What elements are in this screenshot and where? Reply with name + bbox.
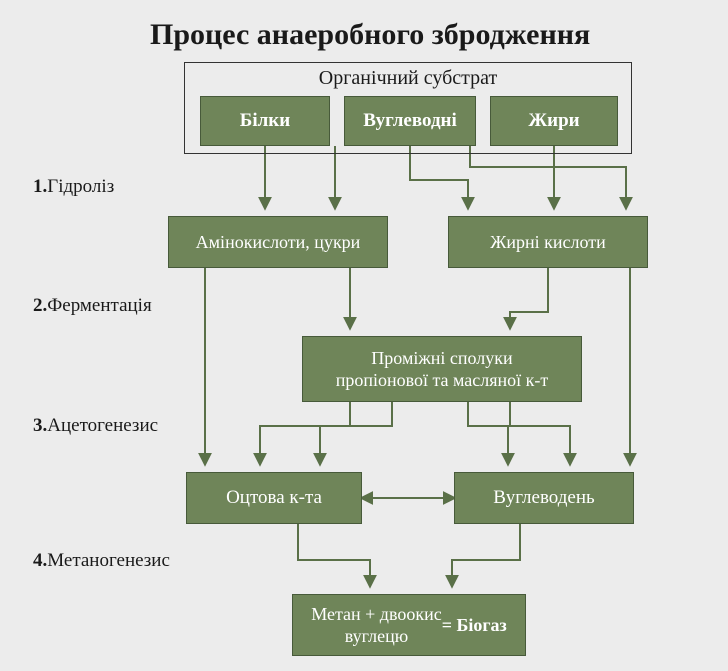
node-amino: Амінокислоти, цукри — [168, 216, 388, 268]
node-fats: Жири — [490, 96, 618, 146]
stage-2: 2.Ферментація — [33, 295, 152, 317]
node-biogas: Метан + двоокисвуглецю = Біогаз — [292, 594, 526, 656]
node-carbs: Вуглеводні — [344, 96, 476, 146]
node-fatty: Жирні кислоти — [448, 216, 648, 268]
stage-4: 4.Метаногенезис — [33, 550, 170, 572]
node-intermed: Проміжні сполукипропіонової та масляної … — [302, 336, 582, 402]
node-hydrogen: Вуглеводень — [454, 472, 634, 524]
diagram-title: Процес анаеробного збродження — [150, 18, 590, 52]
node-proteins: Білки — [200, 96, 330, 146]
stage-1: 1.Гідроліз — [33, 176, 114, 198]
node-acetic: Оцтова к-та — [186, 472, 362, 524]
substrate-container-label: Органічний субстрат — [185, 67, 631, 90]
stage-3: 3.Ацетогенезис — [33, 415, 158, 437]
